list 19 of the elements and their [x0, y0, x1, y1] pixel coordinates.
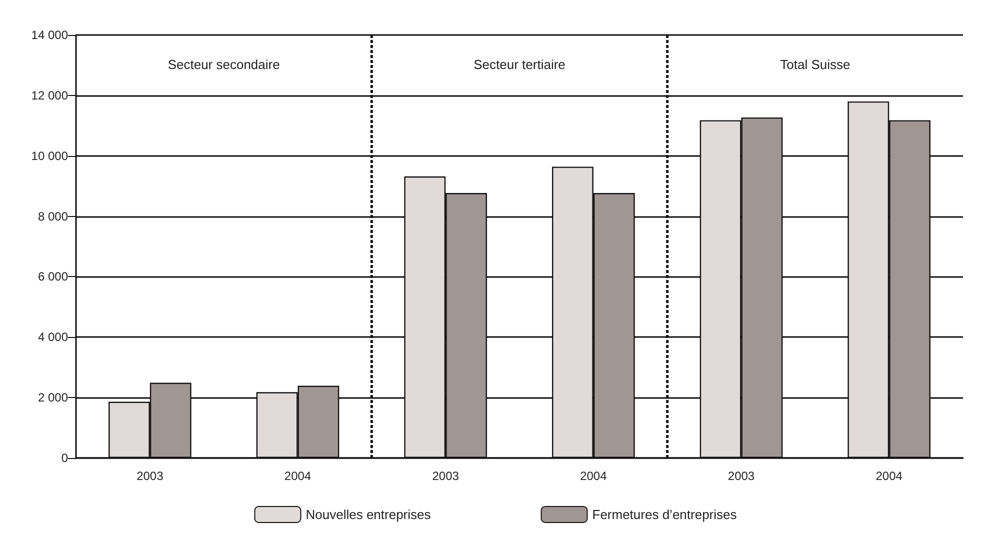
y-tick-label: 0: [61, 451, 68, 465]
y-tick-label: 10 000: [31, 148, 68, 163]
x-tick-label: 2003: [136, 469, 164, 483]
annotation: Secteur secondaire: [168, 57, 280, 72]
x-tick-label: 2004: [580, 469, 608, 483]
y-tick-label: 12 000: [31, 88, 68, 102]
x-tick-label: 2004: [284, 469, 312, 483]
annotation: Total Suisse: [780, 57, 850, 72]
legend-label: Fermetures d’entreprises: [592, 507, 738, 522]
x-tick-label: 2003: [728, 469, 755, 483]
annotation: Secteur tertiaire: [474, 57, 566, 72]
y-tick-label: 8 000: [38, 209, 68, 224]
legend-label: Nouvelles entreprises: [306, 507, 432, 522]
y-tick-label: 6 000: [38, 270, 68, 284]
x-tick-label: 2003: [432, 469, 460, 483]
y-tick-label: 2 000: [38, 390, 68, 405]
y-tick-label: 4 000: [38, 330, 68, 344]
x-tick-label: 2004: [876, 469, 903, 483]
y-tick-label: 14 000: [31, 28, 68, 42]
